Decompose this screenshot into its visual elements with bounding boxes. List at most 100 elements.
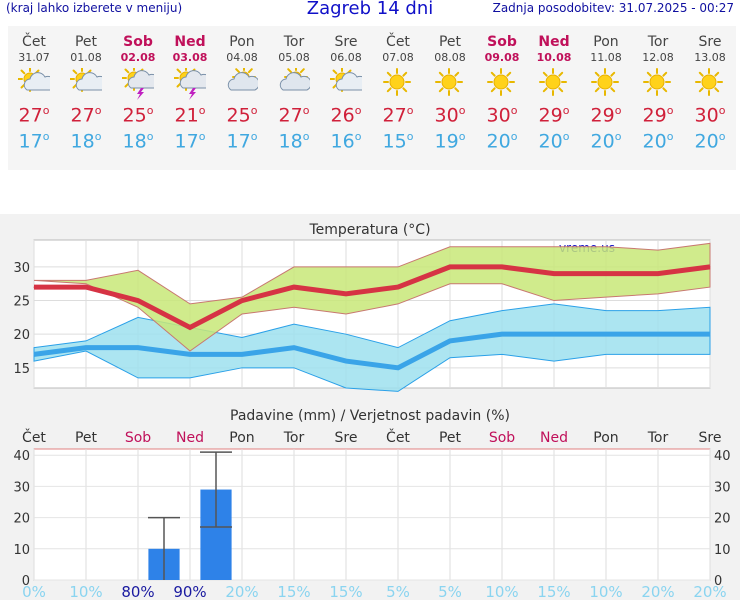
temp-point-max — [709, 266, 711, 268]
day-name: Tor — [647, 34, 669, 50]
day-name: Sre — [698, 34, 722, 50]
temp-point-max — [345, 293, 347, 295]
sun-icon — [424, 64, 476, 104]
temp-point-max — [137, 300, 139, 302]
day-name: Čet — [386, 34, 410, 50]
precip-tick-label-left: 0 — [22, 574, 30, 589]
min-temp: 19o — [434, 130, 466, 153]
day-column: Sob 09.08 30o 20o — [476, 26, 528, 152]
precip-tick-label-right: 0 — [714, 574, 722, 589]
precip-tick-label-right: 40 — [714, 449, 731, 464]
temp-tick-label: 15 — [13, 362, 30, 377]
day-column: Tor 12.08 29o 20o — [632, 26, 684, 152]
precip-day-label: Ned — [540, 430, 568, 446]
day-column: Ned 03.08 21o 17o — [164, 26, 216, 152]
menu-hint[interactable]: (kraj lahko izberete v meniju) — [6, 1, 183, 15]
temp-point-min — [709, 333, 711, 335]
precip-tick-label-left: 10 — [13, 543, 30, 558]
temp-point-min — [345, 360, 347, 362]
day-column: Pon 11.08 29o 20o — [580, 26, 632, 152]
sun-cloud-icon — [8, 64, 60, 104]
max-temp: 27o — [18, 104, 50, 127]
min-temp: 20o — [538, 130, 570, 153]
max-temp: 26o — [330, 104, 362, 127]
temp-line-min — [33, 331, 710, 371]
day-column: Pet 01.08 27o 18o — [60, 26, 112, 152]
day-name: Pet — [438, 34, 462, 50]
temp-point-min — [33, 353, 35, 355]
day-column: Pet 08.08 30o 19o — [424, 26, 476, 152]
precip-day-label: Tor — [283, 430, 305, 446]
day-date: 13.08 — [694, 51, 726, 64]
min-temp: 18o — [278, 130, 310, 153]
min-temp: 20o — [486, 130, 518, 153]
day-column: Sre 06.08 26o 16o — [320, 26, 372, 152]
precip-day-label: Pet — [75, 430, 98, 446]
temp-point-max — [553, 273, 555, 275]
temp-point-min — [657, 333, 659, 335]
partly-cloudy-icon — [216, 64, 268, 104]
last-updated: Zadnja posodobitev: 31.07.2025 - 00:27 — [492, 1, 734, 15]
temp-point-max — [85, 286, 87, 288]
day-date: 04.08 — [226, 51, 258, 64]
temp-point-min — [241, 353, 243, 355]
precip-probability: 10% — [485, 583, 518, 600]
day-date: 11.08 — [590, 51, 622, 64]
day-date: 01.08 — [70, 51, 102, 64]
daily-forecast-strip: Čet 31.07 27o 17o Pet 01.08 27o 18o Sob 02.08 25o 1… — [8, 26, 736, 170]
day-date: 09.08 — [484, 51, 520, 64]
sun-icon — [632, 64, 684, 104]
precip-probability: 80% — [121, 583, 154, 600]
temp-point-min — [293, 347, 295, 349]
temp-band-min — [33, 303, 711, 392]
max-temp: 29o — [642, 104, 674, 127]
day-name: Sre — [334, 34, 358, 50]
day-name: Čet — [22, 34, 46, 50]
partly-cloudy-icon — [268, 64, 320, 104]
day-column: Ned 10.08 29o 20o — [528, 26, 580, 152]
min-temp: 18o — [122, 130, 154, 153]
temp-point-max — [397, 286, 399, 288]
precip-tick-label-left: 20 — [13, 512, 30, 527]
precip-probability: 15% — [329, 583, 362, 600]
temp-point-max — [241, 300, 243, 302]
precip-day-label: Sre — [335, 430, 358, 446]
day-column: Čet 07.08 27o 15o — [372, 26, 424, 152]
temp-point-min — [85, 347, 87, 349]
day-column: Tor 05.08 27o 18o — [268, 26, 320, 152]
min-temp: 18o — [70, 130, 102, 153]
precip-probability: 0% — [22, 583, 46, 600]
day-date: 03.08 — [172, 51, 208, 64]
thunderstorm-icon — [164, 64, 216, 104]
temp-chart-title: Temperatura (°C) — [308, 222, 430, 238]
day-column: Pon 04.08 25o 17o — [216, 26, 268, 152]
precip-day-label: Pon — [229, 430, 254, 446]
precip-tick-label-right: 20 — [714, 512, 731, 527]
precip-probability: 5% — [438, 583, 462, 600]
day-date: 05.08 — [278, 51, 310, 64]
precip-day-label: Sob — [489, 430, 515, 446]
max-temp: 30o — [434, 104, 466, 127]
day-column: Sob 02.08 25o 18o — [112, 26, 164, 152]
precip-plot-area — [33, 448, 711, 581]
min-temp: 17o — [174, 130, 206, 153]
min-temp: 15o — [382, 130, 414, 153]
temp-point-max — [657, 273, 659, 275]
day-date: 08.08 — [434, 51, 466, 64]
precip-probability: 20% — [693, 583, 726, 600]
precip-day-label: Pet — [439, 430, 462, 446]
precip-day-label: Sob — [125, 430, 151, 446]
precip-tick-label-right: 10 — [714, 543, 731, 558]
temp-point-min — [189, 353, 191, 355]
min-temp: 20o — [642, 130, 674, 153]
temp-point-max — [189, 326, 191, 328]
day-name: Tor — [283, 34, 305, 50]
day-column: Čet 31.07 27o 17o — [8, 26, 60, 152]
min-temp: 17o — [18, 130, 50, 153]
day-name: Pon — [593, 34, 619, 50]
day-date: 12.08 — [642, 51, 674, 64]
temp-point-min — [501, 333, 503, 335]
max-temp: 29o — [538, 104, 570, 127]
max-temp: 30o — [486, 104, 518, 127]
